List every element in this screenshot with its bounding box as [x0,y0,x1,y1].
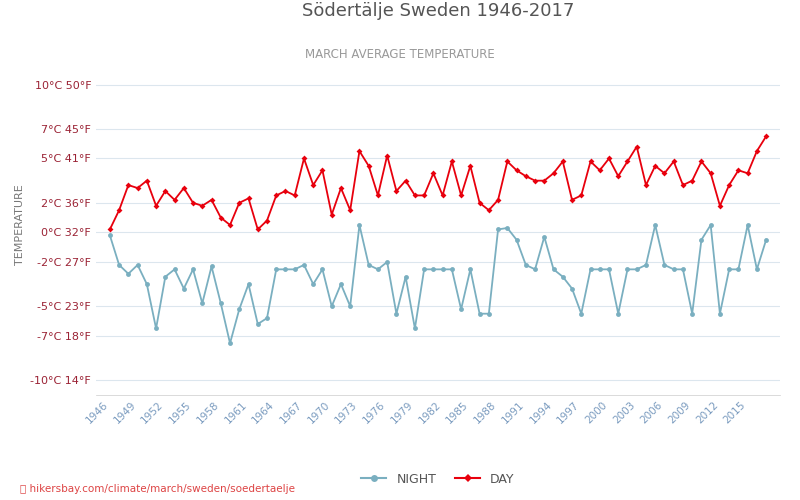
Title: Södertälje Sweden 1946-2017: Södertälje Sweden 1946-2017 [302,2,574,20]
Text: 📍 hikersbay.com/climate/march/sweden/soedertaelje: 📍 hikersbay.com/climate/march/sweden/soe… [20,484,295,494]
Legend: NIGHT, DAY: NIGHT, DAY [357,468,519,491]
Y-axis label: TEMPERATURE: TEMPERATURE [15,184,25,266]
Text: MARCH AVERAGE TEMPERATURE: MARCH AVERAGE TEMPERATURE [305,48,495,60]
